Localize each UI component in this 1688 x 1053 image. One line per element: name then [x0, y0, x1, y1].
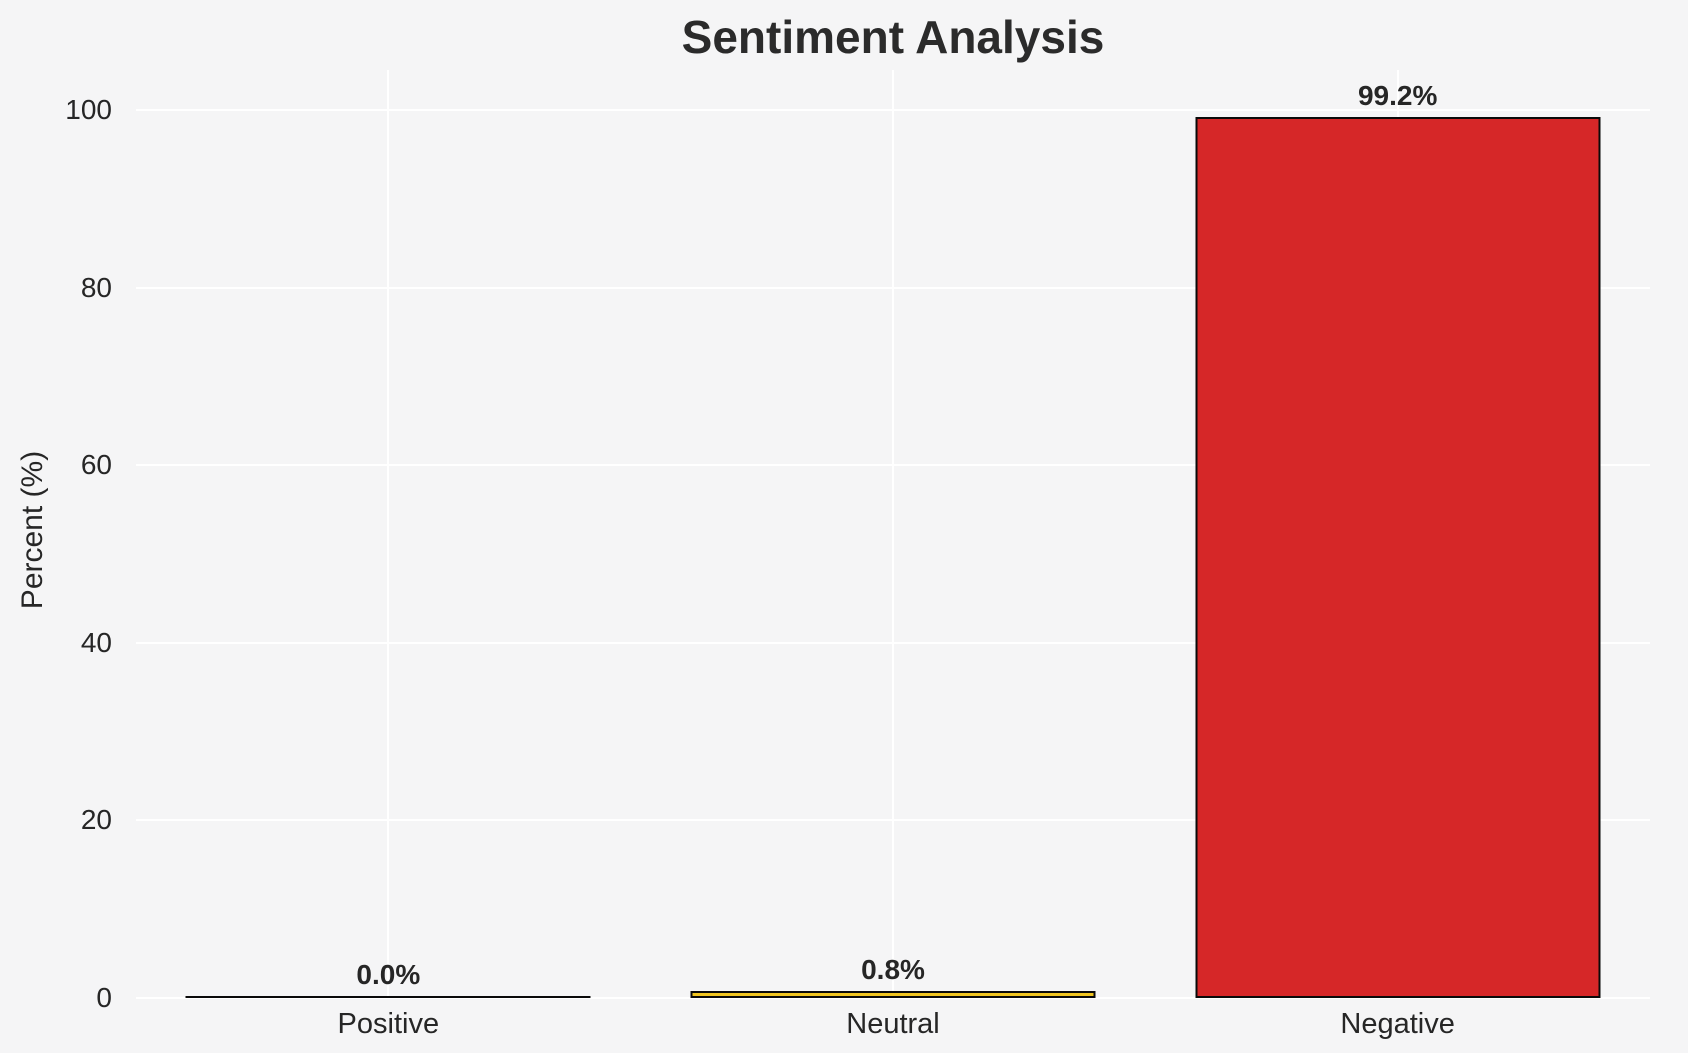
- plot-area: 0.0% 0.8% 99.2%: [136, 70, 1650, 999]
- y-tick-label-100: 100: [65, 94, 112, 125]
- x-gridline-neutral: [892, 70, 894, 998]
- y-tick-label-60: 60: [80, 449, 112, 481]
- bar-value-label-positive: 0.0%: [356, 959, 421, 990]
- chart-title: Sentiment Analysis: [681, 11, 1105, 63]
- x-tick-label-neutral: Neutral: [846, 1008, 940, 1040]
- x-tick-label-positive: Positive: [337, 1008, 440, 1040]
- bar-value-label-neutral: 0.8%: [861, 954, 925, 985]
- x-gridline-positive: [387, 70, 390, 998]
- bar-negative: [1195, 117, 1601, 998]
- y-tick-label-80: 80: [80, 271, 112, 303]
- bar-neutral: [690, 991, 1096, 998]
- bar-positive: [185, 996, 591, 998]
- x-tick-label-negative: Negative: [1340, 1008, 1455, 1040]
- y-gridline-0: [136, 997, 1650, 999]
- bar-value-label-negative: 99.2%: [1357, 80, 1438, 111]
- y-tick-label-40: 40: [80, 626, 112, 658]
- y-tick-label-20: 20: [80, 804, 112, 836]
- y-tick-label-0: 0: [96, 982, 112, 1013]
